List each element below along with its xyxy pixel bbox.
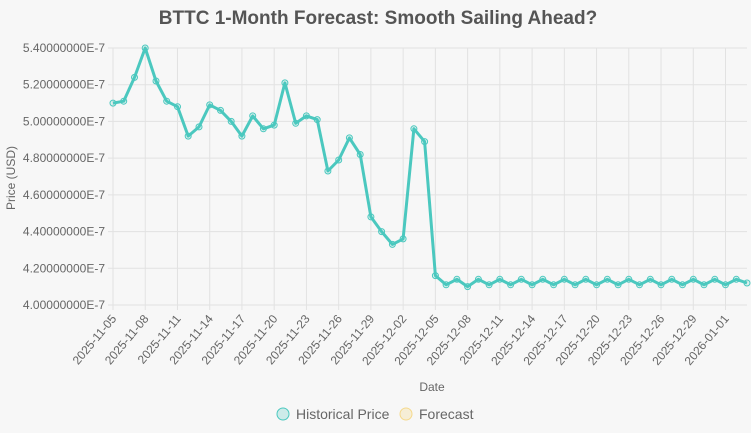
data-point	[507, 281, 515, 289]
data-point	[614, 281, 622, 289]
data-point	[120, 97, 128, 105]
data-point	[345, 134, 353, 142]
data-point	[313, 116, 321, 124]
data-point	[410, 125, 418, 133]
data-point	[485, 281, 493, 289]
legend-label[interactable]: Historical Price	[296, 406, 390, 422]
data-point	[668, 275, 676, 283]
y-tick-label: 4.60000000E-7	[23, 188, 105, 202]
data-point	[302, 112, 310, 120]
data-point	[238, 132, 246, 140]
data-point	[174, 103, 181, 111]
data-point	[356, 151, 364, 158]
data-point	[474, 275, 482, 283]
data-point	[184, 132, 192, 140]
data-point	[378, 228, 386, 236]
data-point	[217, 106, 224, 114]
x-axis-ticks: 2025-11-052025-11-082025-11-112025-11-14…	[70, 312, 732, 368]
data-point	[259, 125, 267, 133]
data-point	[528, 281, 536, 289]
data-point	[496, 275, 504, 283]
data-point	[292, 119, 300, 127]
data-point	[550, 281, 558, 289]
data-point	[722, 281, 729, 289]
data-point	[593, 281, 601, 289]
data-point	[603, 275, 611, 283]
y-tick-label: 4.20000000E-7	[23, 261, 105, 275]
data-point	[131, 73, 138, 81]
data-point	[367, 213, 375, 221]
data-point	[141, 44, 149, 52]
legend-label[interactable]: Forecast	[419, 406, 474, 422]
chart-title: BTTC 1-Month Forecast: Smooth Sailing Ah…	[159, 8, 597, 29]
grid	[108, 47, 747, 310]
series-layer	[109, 44, 751, 291]
y-tick-label: 5.40000000E-7	[23, 41, 105, 55]
data-point	[431, 272, 439, 280]
y-tick-label: 5.00000000E-7	[23, 114, 105, 128]
data-point	[442, 281, 450, 289]
data-point	[335, 156, 343, 164]
y-tick-label: 4.40000000E-7	[23, 225, 105, 239]
y-tick-label: 4.00000000E-7	[23, 298, 105, 312]
x-axis-label: Date	[419, 380, 445, 394]
data-point	[689, 275, 697, 283]
data-point	[227, 117, 235, 125]
data-point	[625, 275, 633, 283]
data-point	[249, 112, 257, 120]
y-axis-ticks: 4.00000000E-7 4.20000000E-7 4.40000000E-7 4…	[23, 41, 105, 312]
y-tick-label: 4.80000000E-7	[23, 151, 105, 165]
legend-marker	[276, 407, 290, 421]
data-point	[560, 275, 568, 283]
data-point	[399, 235, 407, 243]
y-axis-label: Price (USD)	[4, 146, 18, 210]
data-point	[646, 275, 654, 283]
data-point	[281, 79, 289, 87]
data-point	[517, 275, 525, 283]
data-point	[109, 99, 117, 107]
data-point	[636, 281, 643, 289]
data-point	[421, 138, 429, 146]
data-point	[700, 281, 708, 289]
data-point	[539, 275, 547, 283]
data-point	[152, 77, 160, 85]
data-point	[571, 281, 579, 289]
data-point	[582, 275, 590, 283]
data-point	[732, 275, 740, 283]
data-point	[711, 275, 719, 283]
y-tick-label: 5.20000000E-7	[23, 78, 105, 92]
data-point	[657, 281, 665, 289]
legend: Historical Price Forecast	[276, 406, 474, 422]
data-point	[206, 101, 214, 109]
legend-marker	[399, 407, 413, 421]
data-point	[388, 240, 396, 248]
data-point	[743, 279, 751, 287]
data-point	[679, 281, 686, 289]
data-point	[324, 167, 332, 175]
series-line	[112, 46, 748, 289]
data-point	[163, 97, 171, 105]
data-point	[270, 121, 278, 129]
data-point	[453, 275, 461, 283]
data-point	[464, 283, 472, 291]
data-point	[195, 123, 203, 131]
